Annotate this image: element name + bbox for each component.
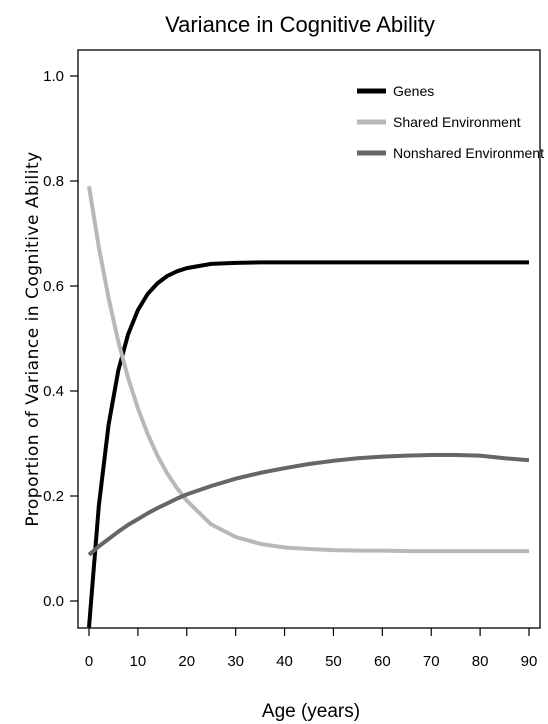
series-line-genes [87,260,529,628]
x-tick-label: 90 [521,653,538,670]
y-axis-label: Proportion of Variance in Cognitive Abil… [23,151,43,526]
x-axis-label: Age (years) [262,701,360,722]
x-axis: 0 10 20 30 40 50 60 70 80 90 [85,628,538,670]
series-line-nonshared-environment [87,453,530,557]
y-tick-label: 0.0 [43,593,64,610]
y-tick-label: 0.4 [43,383,64,400]
x-tick-label: 0 [85,653,93,670]
legend-label-genes: Genes [393,83,434,99]
legend-label-shared-environment: Shared Environment [393,114,521,130]
y-tick-label: 1.0 [43,68,64,85]
y-tick-label: 0.2 [43,488,64,505]
x-tick-label: 10 [130,653,147,670]
plot-frame [77,49,541,629]
legend-label-nonshared-environment: Nonshared Environment [393,145,544,161]
y-tick-label: 0.8 [43,173,64,190]
x-tick-label: 70 [423,653,440,670]
y-axis: 0.0 0.2 0.4 0.6 0.8 1.0 [43,68,78,610]
series-lines [87,185,530,628]
y-tick-label: 0.6 [43,278,64,295]
series-line-shared-environment [87,185,529,554]
x-tick-label: 50 [325,653,342,670]
x-tick-label: 20 [178,653,195,670]
x-tick-label: 60 [374,653,391,670]
x-tick-label: 30 [227,653,244,670]
x-tick-label: 40 [276,653,293,670]
chart-title: Variance in Cognitive Ability [165,12,435,37]
legend: Genes Shared Environment Nonshared Environ… [357,83,544,161]
x-tick-label: 80 [472,653,489,670]
